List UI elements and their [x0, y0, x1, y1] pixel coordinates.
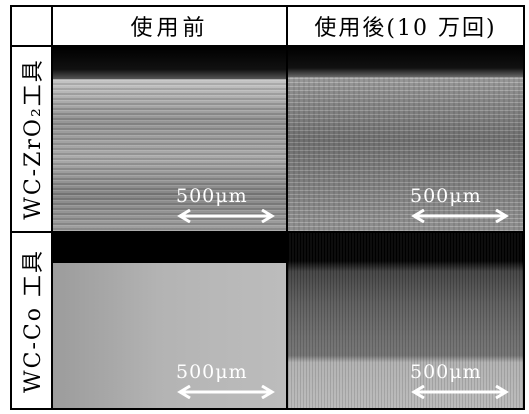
- row-label-wc-co: WC-Co 工具: [21, 248, 47, 393]
- scale-arrow-icon: [177, 385, 275, 399]
- photo-wc-zro2-after: 500μm: [288, 47, 523, 231]
- photo-wc-co-after: 500μm: [288, 233, 523, 408]
- scale-bar-label: 500μm: [176, 361, 248, 383]
- col-divider-1: [51, 7, 53, 408]
- scale-bar-label: 500μm: [410, 185, 482, 207]
- scale-bar-label: 500μm: [176, 185, 248, 207]
- comparison-table: 使用前 使用後(10 万回) WC-ZrO₂工具 WC-Co 工具 500μm …: [10, 5, 525, 410]
- row-label-wc-zro2: WC-ZrO₂工具: [21, 58, 47, 220]
- scale-arrow-icon: [177, 209, 275, 223]
- photo-wc-zro2-before: 500μm: [53, 47, 286, 231]
- scale-arrow-icon: [411, 385, 509, 399]
- scale-bar-label: 500μm: [410, 361, 482, 383]
- col-divider-2: [286, 7, 288, 408]
- scale-arrow-icon: [411, 209, 509, 223]
- header-before: 使用前: [130, 16, 209, 41]
- photo-wc-co-before: 500μm: [53, 233, 286, 408]
- row-divider-2: [12, 231, 523, 233]
- header-after: 使用後(10 万回): [314, 16, 497, 41]
- row-divider-1: [12, 45, 523, 47]
